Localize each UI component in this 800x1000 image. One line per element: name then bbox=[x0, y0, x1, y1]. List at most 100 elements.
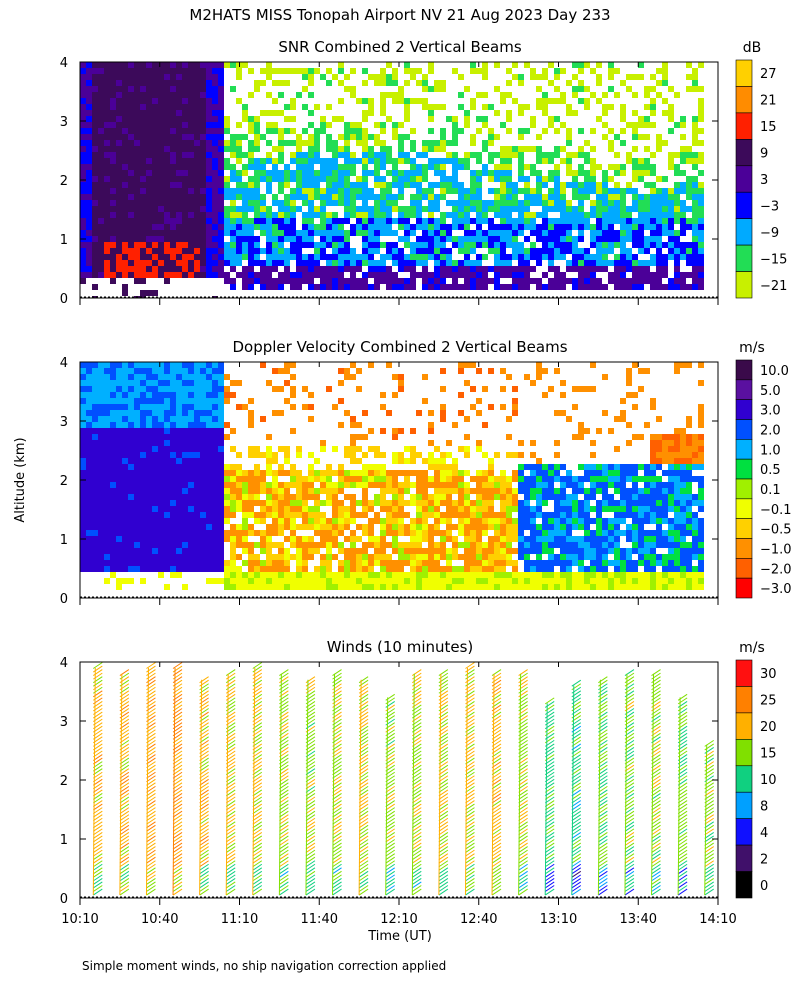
heatmap-cell bbox=[98, 206, 104, 212]
heatmap-cell bbox=[386, 194, 392, 200]
heatmap-cell bbox=[134, 194, 140, 200]
heatmap-cell bbox=[410, 266, 416, 272]
heatmap-cell bbox=[410, 140, 416, 146]
heatmap-cell bbox=[416, 560, 422, 566]
heatmap-cell bbox=[254, 470, 260, 476]
heatmap-cell bbox=[188, 506, 194, 512]
heatmap-cell bbox=[362, 278, 368, 284]
heatmap-cell bbox=[698, 278, 704, 284]
heatmap-cell bbox=[290, 176, 296, 182]
heatmap-cell bbox=[548, 98, 554, 104]
heatmap-cell bbox=[356, 254, 362, 260]
heatmap-cell bbox=[548, 194, 554, 200]
heatmap-cell bbox=[92, 530, 98, 536]
heatmap-cell bbox=[362, 110, 368, 116]
heatmap-cell bbox=[494, 152, 500, 158]
heatmap-cell bbox=[350, 122, 356, 128]
heatmap-cell bbox=[476, 224, 482, 230]
heatmap-cell bbox=[692, 80, 698, 86]
heatmap-cell bbox=[608, 128, 614, 134]
heatmap-cell bbox=[140, 218, 146, 224]
heatmap-cell bbox=[224, 566, 230, 572]
heatmap-cell bbox=[344, 452, 350, 458]
heatmap-cell bbox=[338, 248, 344, 254]
heatmap-cell bbox=[110, 242, 116, 248]
heatmap-cell bbox=[128, 404, 134, 410]
heatmap-cell bbox=[194, 374, 200, 380]
heatmap-cell bbox=[290, 476, 296, 482]
heatmap-cell bbox=[104, 62, 110, 68]
heatmap-cell bbox=[656, 200, 662, 206]
heatmap-cell bbox=[512, 62, 518, 68]
heatmap-cell bbox=[104, 176, 110, 182]
heatmap-cell bbox=[134, 224, 140, 230]
heatmap-cell bbox=[170, 458, 176, 464]
heatmap-cell bbox=[278, 584, 284, 590]
heatmap-cell bbox=[236, 584, 242, 590]
heatmap-cell bbox=[668, 104, 674, 110]
heatmap-cell bbox=[152, 266, 158, 272]
heatmap-cell bbox=[482, 284, 488, 290]
heatmap-cell bbox=[182, 266, 188, 272]
heatmap-cell bbox=[560, 530, 566, 536]
heatmap-cell bbox=[278, 500, 284, 506]
heatmap-cell bbox=[608, 242, 614, 248]
heatmap-cell bbox=[566, 494, 572, 500]
heatmap-cell bbox=[320, 500, 326, 506]
heatmap-cell bbox=[158, 74, 164, 80]
heatmap-cell bbox=[524, 182, 530, 188]
heatmap-cell bbox=[398, 140, 404, 146]
heatmap-cell bbox=[362, 188, 368, 194]
heatmap-cell bbox=[194, 194, 200, 200]
heatmap-cell bbox=[440, 410, 446, 416]
heatmap-cell bbox=[500, 206, 506, 212]
heatmap-cell bbox=[434, 170, 440, 176]
heatmap-cell bbox=[218, 554, 224, 560]
heatmap-cell bbox=[350, 164, 356, 170]
heatmap-cell bbox=[164, 176, 170, 182]
heatmap-cell bbox=[152, 74, 158, 80]
heatmap-cell bbox=[536, 482, 542, 488]
heatmap-cell bbox=[104, 476, 110, 482]
heatmap-cell bbox=[302, 236, 308, 242]
heatmap-cell bbox=[92, 416, 98, 422]
heatmap-cell bbox=[422, 500, 428, 506]
heatmap-cell bbox=[170, 92, 176, 98]
heatmap-cell bbox=[548, 188, 554, 194]
heatmap-cell bbox=[338, 380, 344, 386]
heatmap-cell bbox=[248, 470, 254, 476]
heatmap-cell bbox=[428, 566, 434, 572]
heatmap-cell bbox=[422, 524, 428, 530]
heatmap-cell bbox=[146, 260, 152, 266]
heatmap-cell bbox=[548, 62, 554, 68]
heatmap-cell bbox=[308, 470, 314, 476]
heatmap-cell bbox=[644, 158, 650, 164]
heatmap-cell bbox=[116, 260, 122, 266]
heatmap-cell bbox=[272, 200, 278, 206]
heatmap-cell bbox=[164, 368, 170, 374]
heatmap-cell bbox=[314, 128, 320, 134]
heatmap-cell bbox=[194, 476, 200, 482]
heatmap-cell bbox=[218, 104, 224, 110]
heatmap-cell bbox=[104, 230, 110, 236]
heatmap-cell bbox=[680, 152, 686, 158]
heatmap-cell bbox=[116, 116, 122, 122]
heatmap-cell bbox=[80, 548, 86, 554]
heatmap-cell bbox=[536, 524, 542, 530]
heatmap-cell bbox=[566, 524, 572, 530]
heatmap-cell bbox=[140, 470, 146, 476]
heatmap-cell bbox=[80, 566, 86, 572]
heatmap-cell bbox=[92, 188, 98, 194]
heatmap-cell bbox=[80, 464, 86, 470]
heatmap-cell bbox=[104, 536, 110, 542]
heatmap-cell bbox=[140, 140, 146, 146]
heatmap-cell bbox=[98, 458, 104, 464]
heatmap-cell bbox=[140, 506, 146, 512]
heatmap-cell bbox=[464, 194, 470, 200]
heatmap-cell bbox=[482, 104, 488, 110]
heatmap-cell bbox=[410, 128, 416, 134]
heatmap-cell bbox=[254, 140, 260, 146]
heatmap-cell bbox=[98, 380, 104, 386]
heatmap-cell bbox=[158, 362, 164, 368]
heatmap-cell bbox=[290, 272, 296, 278]
